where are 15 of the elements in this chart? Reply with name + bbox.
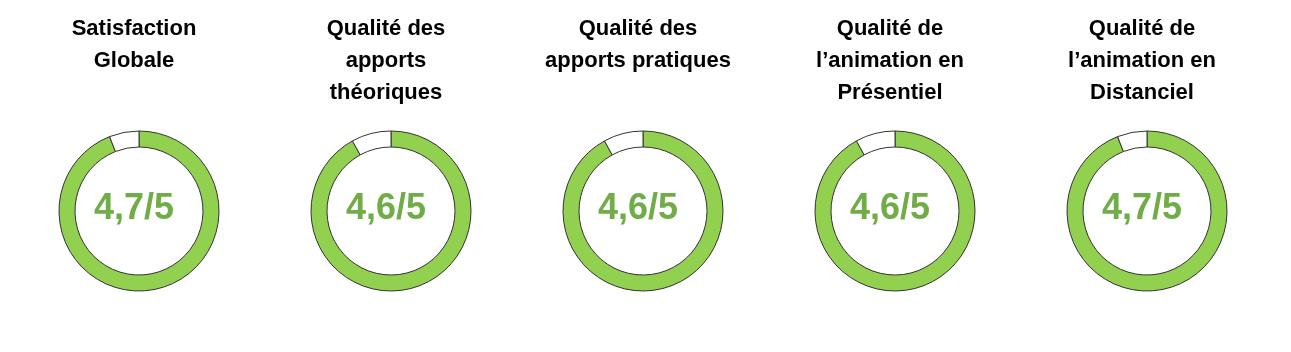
data-label: 4,6/5 <box>597 185 679 227</box>
donut-slice <box>58 130 220 292</box>
chart-title: Qualité des apports théoriques <box>325 14 447 106</box>
chart-title: Satisfaction Globale <box>70 14 198 74</box>
chart-title: Qualité des apports pratiques <box>544 14 732 74</box>
data-label: 4,7/5 <box>93 185 175 227</box>
data-label: 4,6/5 <box>849 185 931 227</box>
chart-title: Qualité de l’animation en Distanciel <box>1067 14 1217 106</box>
data-label: 4,6/5 <box>345 185 427 227</box>
donut-slice <box>310 130 472 292</box>
data-label: 4,7/5 <box>1101 185 1183 227</box>
donut-slice <box>562 130 724 292</box>
donut-slice <box>1066 130 1228 292</box>
chart-title: Qualité de l’animation en Présentiel <box>815 14 965 106</box>
donut-slice <box>814 130 976 292</box>
